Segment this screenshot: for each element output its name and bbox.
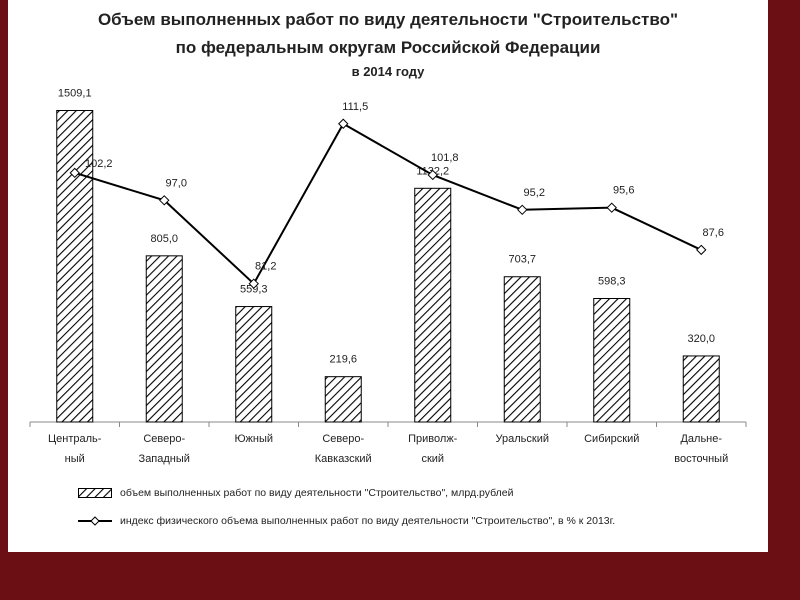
legend-bars: объем выполненных работ по виду деятельн…: [78, 487, 513, 499]
index-value-label: 97,0: [166, 177, 187, 189]
category-label: восточный: [674, 453, 728, 465]
index-marker-1: [159, 195, 170, 206]
index-value-label: 81,2: [255, 261, 276, 273]
bar-1: [145, 255, 183, 423]
bar-value-label: 320,0: [687, 333, 715, 345]
bar-3: [324, 376, 362, 423]
legend-bars-label: объем выполненных работ по виду деятельн…: [120, 487, 514, 499]
index-marker-2: [248, 278, 259, 289]
index-marker-0: [69, 167, 80, 179]
category-label: ский: [421, 453, 444, 465]
bar-value-label: 219,6: [329, 354, 357, 366]
bar-2: [235, 306, 273, 423]
bar-value-label: 805,0: [150, 233, 178, 245]
category-label: Западный: [139, 453, 190, 465]
slide: Объем выполненных работ по виду деятельн…: [8, 0, 768, 552]
chart-subtitle: по федеральным округам Российской Федера…: [175, 38, 601, 57]
index-marker-7: [696, 244, 707, 256]
legend-line-swatch: [78, 516, 112, 526]
index-value-label: 102,2: [85, 158, 113, 170]
index-value-label: 101,8: [431, 152, 459, 164]
bar-5: [503, 276, 541, 423]
index-line: [74, 122, 702, 286]
category-label: Дальне-: [680, 433, 722, 445]
bar-6: [593, 298, 631, 423]
category-label: ный: [65, 453, 85, 465]
index-marker-6: [606, 202, 617, 213]
chart-title: Объем выполненных работ по виду деятельн…: [97, 10, 679, 29]
legend-line: индекс физического объема выполненных ра…: [78, 515, 615, 527]
chart-year: в 2014 году: [351, 64, 425, 79]
bar-value-label: 559,3: [240, 284, 268, 296]
legend-bar-swatch: [78, 488, 112, 498]
bar-0: [56, 110, 94, 423]
index-marker-3: [338, 118, 349, 129]
index-value-label: 95,2: [524, 187, 545, 199]
category-label: Северо-: [322, 433, 364, 445]
legend-line-label: индекс физического объема выполненных ра…: [120, 515, 616, 527]
index-value-label: 87,6: [703, 227, 724, 239]
index-marker-5: [517, 204, 528, 216]
index-value-label: 95,6: [613, 185, 634, 197]
category-label: Приволж-: [408, 433, 458, 445]
bar-value-label: 703,7: [508, 254, 536, 266]
category-label: Сибирский: [584, 433, 639, 445]
chart: 1509,1805,0559,3219,61132,2703,7598,3320…: [29, 88, 747, 465]
category-label: Северо-: [143, 433, 185, 445]
category-label: Южный: [234, 433, 273, 445]
index-value-label: 111,5: [342, 101, 368, 113]
bar-7: [682, 355, 720, 423]
index-marker-4: [427, 169, 438, 181]
bar-value-label: 598,3: [598, 276, 626, 288]
category-label: Уральский: [496, 433, 549, 445]
bar-value-label: 1509,1: [58, 88, 92, 100]
category-label: Централь-: [48, 433, 102, 445]
bar-4: [414, 187, 452, 423]
category-label: Кавказский: [315, 453, 372, 465]
